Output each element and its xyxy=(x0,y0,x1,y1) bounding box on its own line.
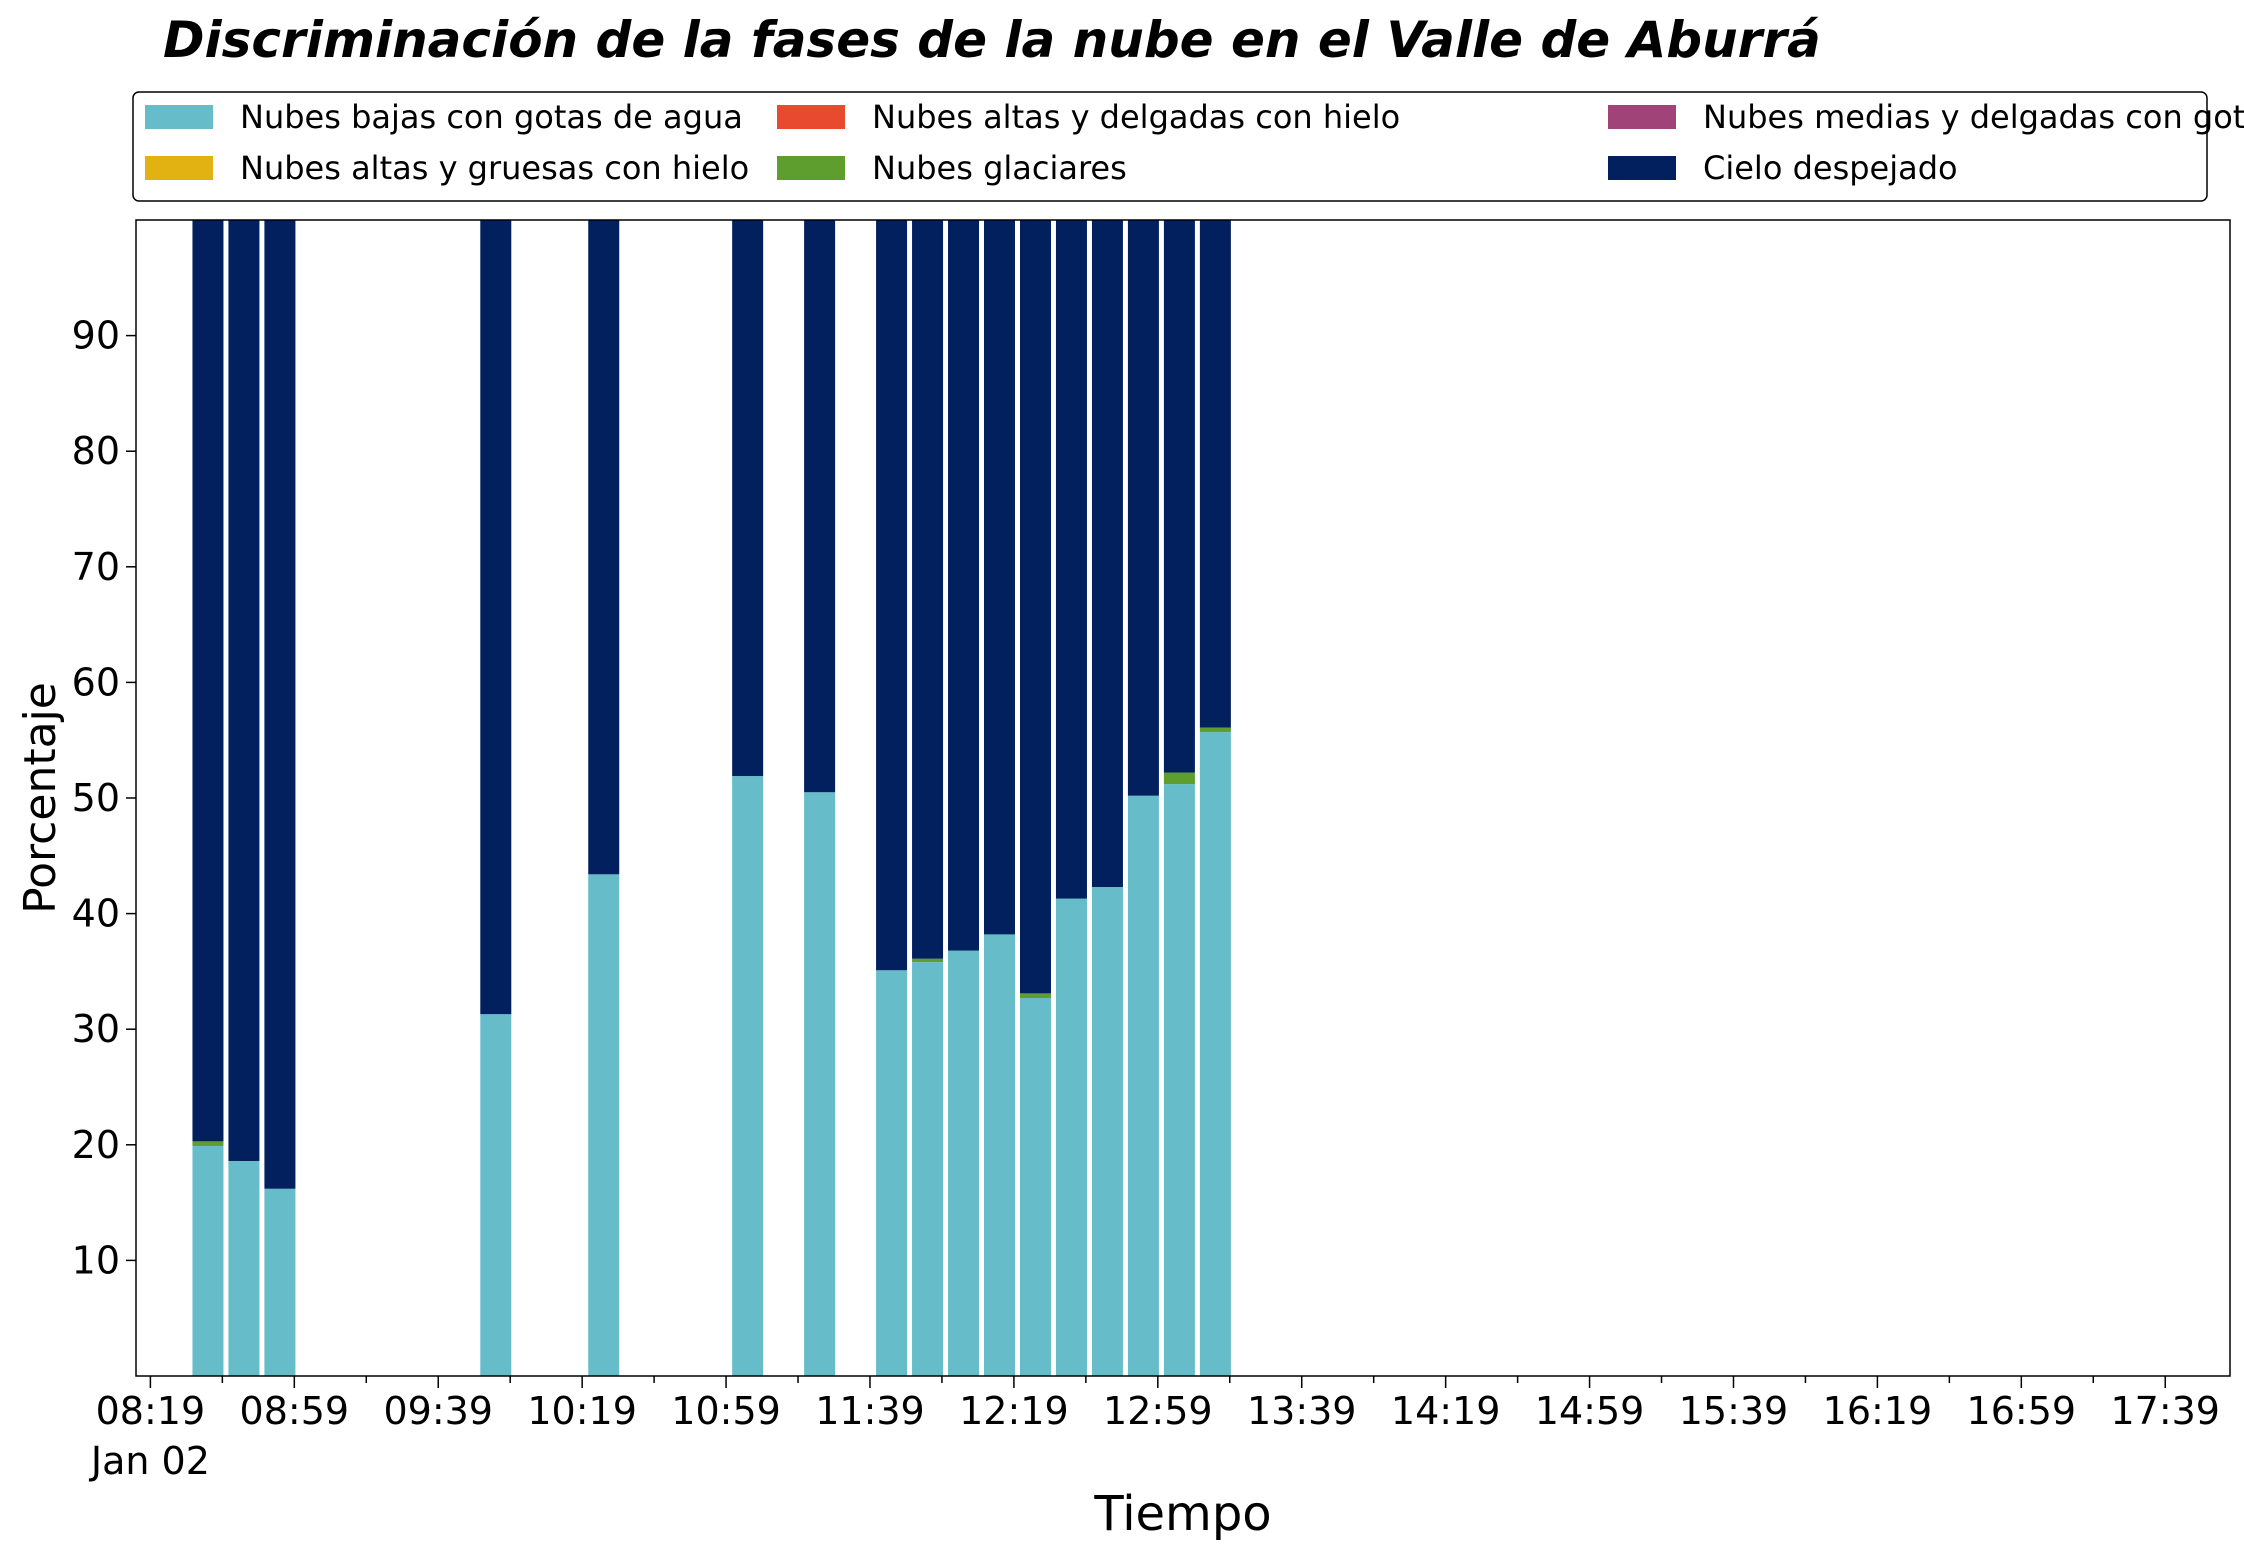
bar-segment xyxy=(912,962,944,1376)
x-tick-label: 15:39 xyxy=(1679,1389,1789,1433)
bar-segment xyxy=(228,1160,260,1376)
legend-swatch xyxy=(145,105,213,129)
bar-segment xyxy=(1019,997,1051,1376)
bar-segment xyxy=(732,220,764,777)
y-tick-label: 20 xyxy=(72,1123,120,1167)
bar-segment xyxy=(1127,220,1159,796)
x-tick-label: 12:59 xyxy=(1103,1389,1213,1433)
bar-segment xyxy=(1199,732,1231,1376)
bar-segment xyxy=(1163,784,1195,1376)
bar-segment xyxy=(1163,772,1195,785)
bar-segment xyxy=(1019,993,1051,998)
bar-segment xyxy=(192,1141,224,1146)
bar-segment xyxy=(264,1188,296,1376)
y-tick-label: 30 xyxy=(72,1007,120,1051)
bar-segment xyxy=(1199,220,1231,728)
bar-segment xyxy=(228,220,260,1161)
legend-swatch xyxy=(145,156,213,180)
bar-segment xyxy=(876,220,908,971)
x-tick-label: 12:19 xyxy=(959,1389,1069,1433)
legend-swatch xyxy=(1608,105,1676,129)
legend-label: Nubes medias y delgadas con gotas de agu… xyxy=(1703,98,2244,136)
legend-swatch xyxy=(777,156,845,180)
x-date-label: Jan 02 xyxy=(89,1439,210,1483)
y-axis-label: Porcentaje xyxy=(15,682,66,914)
y-tick-label: 70 xyxy=(72,545,120,589)
y-tick-label: 80 xyxy=(72,429,120,473)
x-axis-label: Tiempo xyxy=(1093,1486,1271,1542)
bar-segment xyxy=(984,934,1016,1376)
bar-segment xyxy=(876,970,908,1376)
x-tick-label: 14:59 xyxy=(1535,1389,1645,1433)
x-tick-label: 14:19 xyxy=(1391,1389,1501,1433)
bar-segment xyxy=(1127,795,1159,1376)
y-tick-label: 60 xyxy=(72,660,120,704)
bar-segment xyxy=(984,220,1016,935)
bar-segment xyxy=(192,1145,224,1376)
legend-label: Nubes altas y gruesas con hielo xyxy=(240,149,749,187)
x-tick-label: 16:59 xyxy=(1967,1389,2077,1433)
x-tick-label: 10:19 xyxy=(527,1389,637,1433)
bar-segment xyxy=(912,958,944,963)
x-tick-label: 11:39 xyxy=(815,1389,925,1433)
bars-group xyxy=(192,220,1231,1376)
legend-box xyxy=(132,91,2208,202)
x-tick-label: 17:39 xyxy=(2110,1389,2220,1433)
bar-segment xyxy=(192,220,224,1142)
bar-segment xyxy=(1019,220,1051,994)
y-tick-label: 50 xyxy=(72,776,120,820)
legend-swatch xyxy=(1608,156,1676,180)
x-tick-label: 08:59 xyxy=(240,1389,350,1433)
x-tick-label: 08:19 xyxy=(96,1389,206,1433)
bar-segment xyxy=(1055,220,1087,899)
bar-segment xyxy=(804,792,836,1376)
bar-segment xyxy=(588,874,620,1376)
legend-label: Nubes altas y delgadas con hielo xyxy=(872,98,1400,136)
y-tick-label: 10 xyxy=(72,1238,120,1282)
bar-segment xyxy=(804,220,836,793)
x-axis: 08:19 08:59 09:39 10:19 10:59 11:39 12:19 12:59… xyxy=(89,1376,2220,1483)
bar-segment xyxy=(480,1014,512,1376)
legend-label: Nubes glaciares xyxy=(872,149,1127,187)
bar-segment xyxy=(732,776,764,1376)
bar-segment xyxy=(1091,220,1123,888)
bar-segment xyxy=(912,220,944,959)
bar-segment xyxy=(948,220,980,951)
y-tick-label: 40 xyxy=(72,892,120,936)
x-tick-label: 09:39 xyxy=(383,1389,493,1433)
y-axis: 10 20 30 40 50 60 70 80 90 xyxy=(72,314,136,1282)
legend-label: Nubes bajas con gotas de agua xyxy=(240,98,743,136)
y-tick-label: 90 xyxy=(72,314,120,358)
legend: Nubes bajas con gotas de agua Nubes altas… xyxy=(132,91,2244,202)
bar-segment xyxy=(1199,727,1231,733)
bar-segment xyxy=(480,220,512,1015)
x-tick-label: 13:39 xyxy=(1247,1389,1357,1433)
bar-segment xyxy=(1091,887,1123,1376)
legend-swatch xyxy=(777,105,845,129)
x-tick-label: 10:59 xyxy=(671,1389,781,1433)
x-tick-label: 16:19 xyxy=(1823,1389,1933,1433)
bar-segment xyxy=(588,220,620,875)
bar-segment xyxy=(264,220,296,1189)
bar-segment xyxy=(1055,898,1087,1376)
bar-segment xyxy=(1163,220,1195,773)
bar-segment xyxy=(948,950,980,1376)
legend-label: Cielo despejado xyxy=(1703,149,1958,187)
chart-title: Discriminación de la fases de la nube en… xyxy=(163,11,1821,69)
